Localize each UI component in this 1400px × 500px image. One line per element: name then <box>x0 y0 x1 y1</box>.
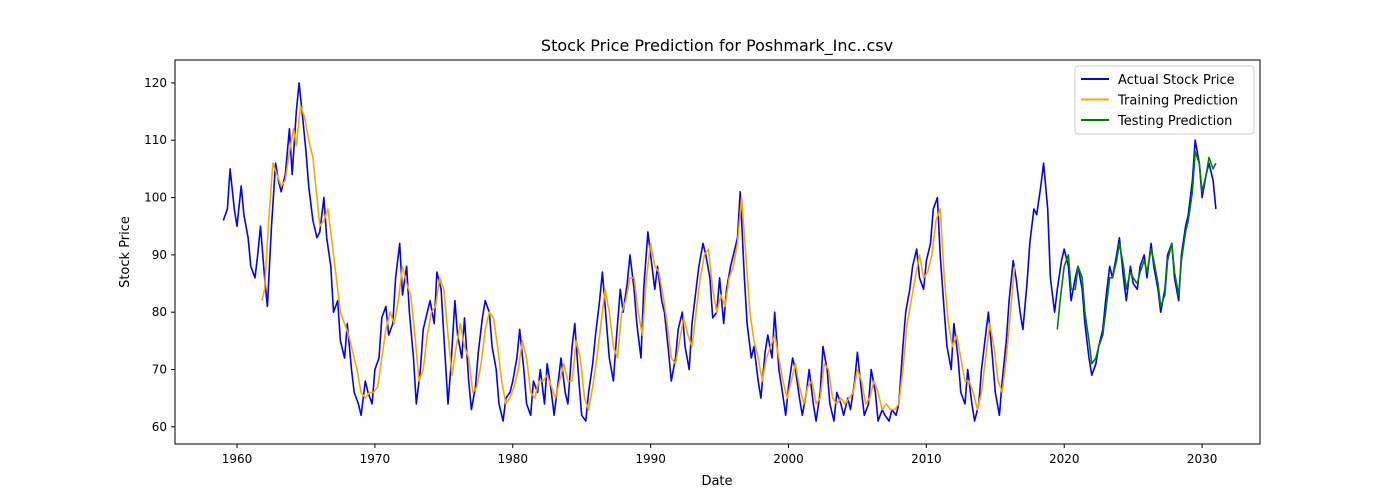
legend: Actual Stock Price Training Prediction Tes… <box>1074 65 1255 135</box>
legend-label-2: Testing Prediction <box>1117 114 1232 129</box>
x-tick-label: 2010 <box>911 452 942 466</box>
x-axis-label: Date <box>701 474 732 489</box>
y-tick-label: 80 <box>152 305 167 319</box>
x-tick-label: 1960 <box>222 452 253 466</box>
series-line-2 <box>1056 150 1217 365</box>
y-tick-label: 100 <box>144 191 167 205</box>
y-axis: 60 70 80 90 100 110 120 <box>144 76 175 434</box>
series-line-1 <box>261 105 1016 411</box>
plot-frame <box>174 59 1261 445</box>
x-tick-label: 2000 <box>773 452 804 466</box>
x-tick-label: 1990 <box>635 452 666 466</box>
y-tick-label: 110 <box>144 133 167 147</box>
y-tick-label: 70 <box>152 362 167 376</box>
x-tick-label: 1970 <box>360 452 391 466</box>
y-tick-label: 120 <box>144 76 167 90</box>
chart-title: Stock Price Prediction for Poshmark_Inc.… <box>541 36 893 56</box>
y-axis-label: Stock Price <box>118 216 133 288</box>
plot-area <box>222 82 1217 422</box>
legend-label-1: Training Prediction <box>1117 94 1238 109</box>
x-tick-label: 2030 <box>1187 452 1218 466</box>
legend-box <box>1074 65 1255 135</box>
x-tick-label: 1980 <box>497 452 528 466</box>
x-tick-label: 2020 <box>1049 452 1080 466</box>
x-axis: 1960 1970 1980 1990 2000 2010 2020 2030 <box>222 444 1218 466</box>
legend-label-0: Actual Stock Price <box>1118 73 1235 88</box>
y-tick-label: 60 <box>152 420 167 434</box>
series-line-0 <box>222 82 1217 422</box>
y-tick-label: 90 <box>152 248 167 262</box>
